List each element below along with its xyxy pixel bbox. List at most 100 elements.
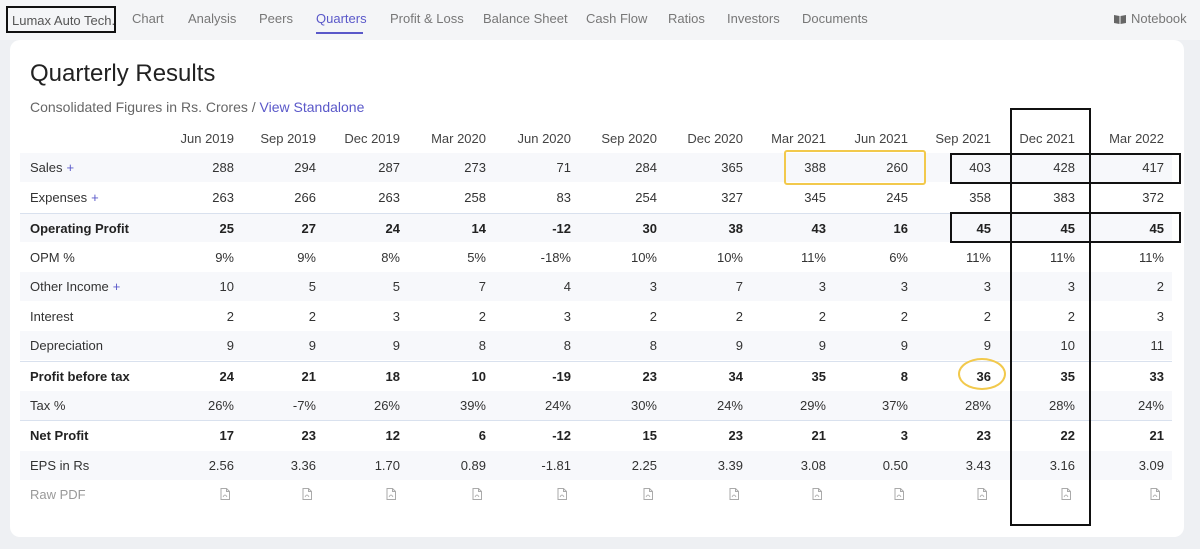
table-row: Tax % 26% -7% 26% 39% 24% 30% 24% 29% 37% 28% 28% 24… — [20, 391, 1172, 420]
table-cell: 3.09 — [1138, 458, 1164, 473]
table-row: Sales +288 294 287 273 71 284 365 388 260 403 428 41… — [20, 153, 1172, 182]
column-header: Mar 2022 — [1109, 131, 1164, 146]
table-cell: 2 — [983, 309, 991, 324]
table-cell: 2 — [1156, 279, 1164, 294]
table-cell: 11% — [800, 250, 826, 265]
table-cell: 266 — [294, 190, 316, 205]
table-cell: -18% — [540, 250, 571, 265]
table-cell: 23 — [642, 369, 657, 384]
pdf-icon[interactable] — [643, 488, 653, 500]
nav-investors[interactable]: Investors — [727, 11, 780, 26]
nav-documents[interactable]: Documents — [802, 11, 868, 26]
table-cell: 45 — [1149, 221, 1164, 236]
brand-name[interactable]: Lumax Auto Tech. — [12, 13, 116, 28]
active-tab-underline — [316, 32, 363, 34]
table-cell: 3 — [900, 279, 908, 294]
pdf-icon[interactable] — [220, 488, 230, 500]
column-header: Sep 2021 — [935, 131, 991, 146]
table-cell: 263 — [212, 190, 234, 205]
row-label[interactable]: Sales + — [30, 160, 74, 175]
table-cell: 15 — [642, 428, 657, 443]
nav-profit-loss[interactable]: Profit & Loss — [390, 11, 464, 26]
table-cell: 3 — [983, 279, 991, 294]
table-cell: 287 — [378, 160, 400, 175]
table-cell: -7% — [292, 398, 316, 413]
table-cell: 2 — [226, 309, 234, 324]
row-label-text: Net Profit — [30, 428, 89, 443]
row-label: Interest — [30, 309, 73, 324]
nav-analysis[interactable]: Analysis — [188, 11, 237, 26]
table-cell: 284 — [635, 160, 657, 175]
table-cell: 9 — [900, 338, 908, 353]
table-cell: 10% — [716, 250, 743, 265]
table-cell: 2.25 — [631, 458, 657, 473]
table-cell: 21 — [1149, 428, 1164, 443]
table-cell: 3 — [563, 309, 571, 324]
row-label[interactable]: Expenses + — [30, 190, 99, 205]
view-standalone-link[interactable]: View Standalone — [259, 99, 365, 115]
pdf-icon[interactable] — [302, 488, 312, 500]
table-cell: 9 — [735, 338, 743, 353]
column-header: Mar 2020 — [431, 131, 486, 146]
table-cell: 9% — [297, 250, 316, 265]
table-cell: 16 — [893, 221, 908, 236]
nav-cash-flow[interactable]: Cash Flow — [586, 11, 648, 26]
table-cell: 8 — [478, 338, 486, 353]
operating-profit-recent-highlight — [950, 212, 1181, 243]
table-cell: 24 — [385, 221, 400, 236]
brand-annotation-box: Lumax Auto Tech. — [6, 6, 116, 33]
pdf-icon[interactable] — [557, 488, 567, 500]
table-cell: 21 — [811, 428, 826, 443]
column-header: Mar 2021 — [771, 131, 826, 146]
table-row: Profit before tax 24 21 18 10 -19 23 34 35 8 36 35 3… — [20, 361, 1172, 390]
table-cell: 6% — [889, 250, 908, 265]
pdf-icon[interactable] — [1150, 488, 1160, 500]
table-cell: 1.70 — [374, 458, 400, 473]
table-cell: 254 — [635, 190, 657, 205]
notebook-label: Notebook — [1131, 11, 1187, 26]
table-cell: 403 — [969, 160, 991, 175]
nav-balance-sheet[interactable]: Balance Sheet — [483, 11, 568, 26]
row-label: Operating Profit — [30, 221, 129, 236]
page-subtitle: Consolidated Figures in Rs. Crores / Vie… — [30, 99, 364, 115]
table-cell: -12 — [552, 428, 571, 443]
table-cell: 39% — [459, 398, 486, 413]
table-cell: 23 — [728, 428, 743, 443]
row-label[interactable]: Other Income + — [30, 279, 120, 294]
table-cell: 3.39 — [717, 458, 743, 473]
pdf-icon[interactable] — [386, 488, 396, 500]
expand-plus-icon[interactable]: + — [91, 190, 99, 205]
table-cell: 24% — [1137, 398, 1164, 413]
expand-plus-icon[interactable]: + — [112, 279, 121, 294]
table-cell: 26% — [373, 398, 400, 413]
notebook-button[interactable]: Notebook — [1114, 11, 1187, 26]
table-cell: 10 — [471, 369, 486, 384]
pdf-icon[interactable] — [977, 488, 987, 500]
table-cell: 2 — [818, 309, 826, 324]
table-cell: 23 — [976, 428, 991, 443]
pdf-icon[interactable] — [729, 488, 739, 500]
table-cell: 45 — [976, 221, 991, 236]
table-cell: 3 — [1156, 309, 1164, 324]
nav-chart[interactable]: Chart — [132, 11, 164, 26]
column-header: Sep 2020 — [601, 131, 657, 146]
column-header: Jun 2020 — [517, 131, 572, 146]
row-label: Tax % — [30, 398, 65, 413]
expand-plus-icon[interactable]: + — [66, 160, 75, 175]
table-cell: 245 — [886, 190, 908, 205]
nav-quarters[interactable]: Quarters — [316, 11, 367, 26]
table-cell: 2.56 — [208, 458, 234, 473]
nav-ratios[interactable]: Ratios — [668, 11, 705, 26]
table-cell: 28% — [1048, 398, 1075, 413]
pdf-icon[interactable] — [472, 488, 482, 500]
pdf-icon[interactable] — [1061, 488, 1071, 500]
pdf-icon[interactable] — [812, 488, 822, 500]
table-cell: 3 — [818, 279, 826, 294]
pdf-icon[interactable] — [894, 488, 904, 500]
table-cell: 0.89 — [460, 458, 486, 473]
table-cell: 258 — [464, 190, 486, 205]
row-label-text: Interest — [30, 309, 74, 324]
table-cell: 5% — [467, 250, 486, 265]
nav-peers[interactable]: Peers — [259, 11, 293, 26]
table-cell: 2 — [1067, 309, 1075, 324]
